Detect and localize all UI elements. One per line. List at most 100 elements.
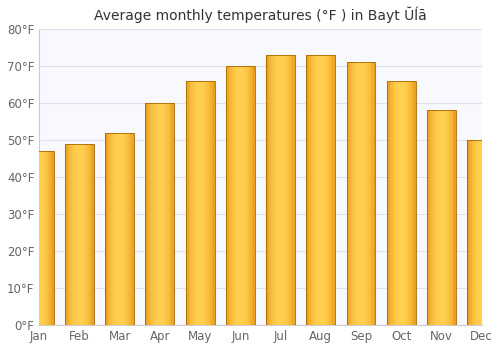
Bar xyxy=(401,80,402,325)
Bar xyxy=(24,151,54,325)
Bar xyxy=(489,140,490,325)
Bar xyxy=(232,66,233,325)
Bar xyxy=(70,144,72,325)
Bar xyxy=(173,103,174,325)
Bar xyxy=(318,55,320,325)
Bar xyxy=(404,80,406,325)
Bar xyxy=(428,110,430,325)
Bar xyxy=(168,103,170,325)
Bar xyxy=(146,103,174,325)
Bar xyxy=(473,140,474,325)
Bar xyxy=(120,133,121,325)
Bar xyxy=(372,62,374,325)
Bar xyxy=(84,144,85,325)
Bar xyxy=(204,80,206,325)
Bar xyxy=(474,140,476,325)
Bar xyxy=(351,62,352,325)
Bar xyxy=(202,80,203,325)
Bar xyxy=(437,110,438,325)
Bar xyxy=(310,55,312,325)
Bar xyxy=(434,110,436,325)
Bar xyxy=(290,55,292,325)
Bar xyxy=(209,80,210,325)
Bar xyxy=(312,55,314,325)
Bar xyxy=(42,151,43,325)
Bar xyxy=(450,110,452,325)
Bar xyxy=(72,144,74,325)
Bar xyxy=(447,110,448,325)
Bar xyxy=(208,80,209,325)
Bar xyxy=(65,144,66,325)
Bar xyxy=(284,55,285,325)
Bar xyxy=(444,110,446,325)
Bar xyxy=(394,80,396,325)
Bar xyxy=(197,80,198,325)
Bar xyxy=(414,80,416,325)
Bar xyxy=(213,80,214,325)
Bar xyxy=(413,80,414,325)
Bar xyxy=(36,151,38,325)
Bar xyxy=(467,140,468,325)
Bar xyxy=(226,66,255,325)
Bar xyxy=(358,62,360,325)
Bar xyxy=(356,62,358,325)
Bar xyxy=(370,62,371,325)
Bar xyxy=(326,55,328,325)
Bar xyxy=(488,140,489,325)
Bar xyxy=(407,80,408,325)
Bar xyxy=(114,133,116,325)
Bar xyxy=(355,62,356,325)
Bar xyxy=(29,151,30,325)
Bar xyxy=(45,151,46,325)
Bar xyxy=(266,55,295,325)
Bar xyxy=(386,80,416,325)
Bar xyxy=(346,62,348,325)
Bar xyxy=(330,55,331,325)
Bar xyxy=(436,110,437,325)
Bar xyxy=(28,151,29,325)
Bar xyxy=(212,80,213,325)
Bar xyxy=(476,140,478,325)
Bar xyxy=(367,62,368,325)
Bar xyxy=(68,144,70,325)
Bar xyxy=(172,103,173,325)
Bar xyxy=(275,55,276,325)
Bar xyxy=(167,103,168,325)
Bar xyxy=(268,55,269,325)
Bar xyxy=(427,110,428,325)
Bar xyxy=(400,80,401,325)
Bar xyxy=(315,55,316,325)
Bar xyxy=(122,133,124,325)
Bar xyxy=(26,151,28,325)
Bar xyxy=(386,80,388,325)
Bar xyxy=(410,80,412,325)
Bar xyxy=(121,133,122,325)
Bar xyxy=(486,140,488,325)
Bar xyxy=(81,144,82,325)
Bar xyxy=(51,151,52,325)
Bar xyxy=(163,103,164,325)
Bar xyxy=(331,55,332,325)
Bar xyxy=(406,80,407,325)
Bar xyxy=(308,55,309,325)
Bar xyxy=(278,55,279,325)
Bar xyxy=(92,144,94,325)
Bar xyxy=(285,55,286,325)
Bar xyxy=(88,144,90,325)
Bar xyxy=(44,151,45,325)
Bar xyxy=(162,103,163,325)
Bar xyxy=(91,144,92,325)
Bar xyxy=(106,133,108,325)
Bar xyxy=(90,144,91,325)
Bar xyxy=(346,62,376,325)
Bar xyxy=(164,103,166,325)
Bar xyxy=(126,133,127,325)
Bar xyxy=(309,55,310,325)
Bar xyxy=(150,103,151,325)
Bar xyxy=(432,110,433,325)
Bar xyxy=(266,55,268,325)
Bar xyxy=(279,55,280,325)
Bar xyxy=(234,66,236,325)
Bar xyxy=(239,66,240,325)
Bar xyxy=(348,62,350,325)
